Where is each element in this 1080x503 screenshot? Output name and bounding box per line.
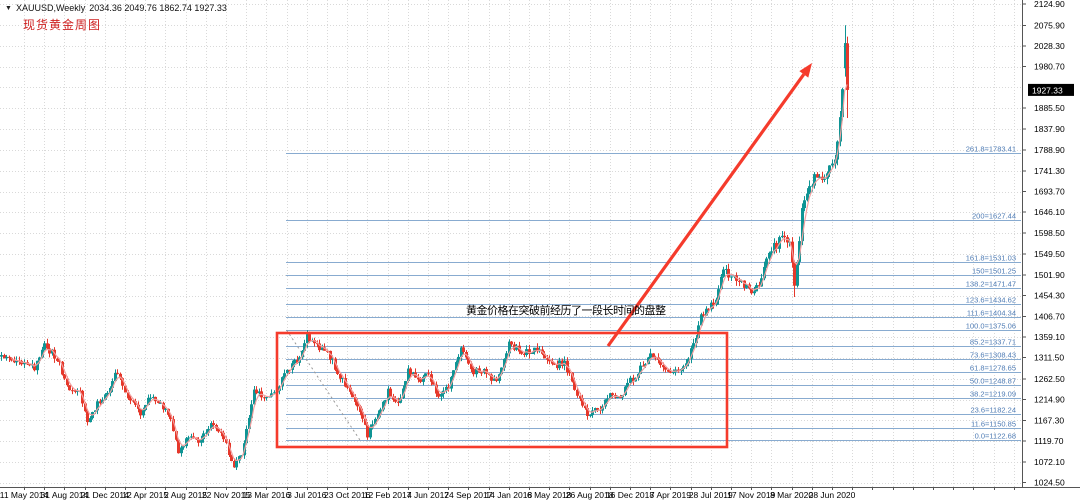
svg-text:1072.10: 1072.10 [1034, 457, 1065, 467]
svg-text:1024.50: 1024.50 [1034, 478, 1065, 488]
svg-text:85.2=1337.71: 85.2=1337.71 [970, 338, 1016, 347]
chart-watermark-label: 现货黄金周图 [23, 18, 102, 32]
svg-text:23.6=1182.24: 23.6=1182.24 [970, 406, 1016, 415]
svg-text:17 Nov 2019: 17 Nov 2019 [727, 490, 775, 500]
svg-text:2124.90: 2124.90 [1034, 0, 1065, 9]
svg-text:1980.70: 1980.70 [1034, 62, 1065, 72]
svg-text:6 May 2018: 6 May 2018 [527, 490, 572, 500]
svg-text:73.6=1308.43: 73.6=1308.43 [970, 351, 1016, 360]
svg-text:16 Dec 2018: 16 Dec 2018 [606, 490, 654, 500]
svg-text:138.2=1471.47: 138.2=1471.47 [966, 280, 1016, 289]
svg-text:8 Mar 2020: 8 Mar 2020 [770, 490, 813, 500]
svg-text:12 Feb 2017: 12 Feb 2017 [364, 490, 412, 500]
svg-text:1262.50: 1262.50 [1034, 374, 1065, 384]
svg-text:31 Aug 2014: 31 Aug 2014 [41, 490, 89, 500]
svg-text:14 Jan 2018: 14 Jan 2018 [485, 490, 532, 500]
svg-text:1598.50: 1598.50 [1034, 228, 1065, 238]
svg-text:1549.50: 1549.50 [1034, 249, 1065, 259]
svg-text:261.8=1783.41: 261.8=1783.41 [966, 145, 1016, 154]
svg-text:2 Aug 2015: 2 Aug 2015 [164, 490, 207, 500]
svg-text:3 Jul 2016: 3 Jul 2016 [287, 490, 326, 500]
svg-text:28 Jun 2020: 28 Jun 2020 [809, 490, 856, 500]
svg-text:11.6=1150.85: 11.6=1150.85 [971, 420, 1016, 429]
svg-text:11 May 2014: 11 May 2014 [0, 490, 49, 500]
svg-text:28 Jul 2019: 28 Jul 2019 [689, 490, 733, 500]
consolidation-annotation-text: 黄金价格在突破前经历了一段长时间的盘整 [466, 305, 666, 317]
svg-text:1214.90: 1214.90 [1034, 395, 1065, 405]
svg-text:7 Apr 2019: 7 Apr 2019 [650, 490, 691, 500]
svg-text:1646.10: 1646.10 [1034, 207, 1065, 217]
svg-text:123.6=1434.62: 123.6=1434.62 [966, 296, 1016, 305]
svg-text:0.0=1122.68: 0.0=1122.68 [975, 432, 1016, 441]
svg-text:13 Mar 2016: 13 Mar 2016 [243, 490, 291, 500]
chart-title: ▼ XAUUSD,Weekly 2034.36 2049.76 1862.74 … [5, 3, 227, 13]
svg-text:23 Oct 2016: 23 Oct 2016 [324, 490, 371, 500]
svg-text:1311.50: 1311.50 [1034, 353, 1064, 363]
svg-text:26 Aug 2018: 26 Aug 2018 [566, 490, 614, 500]
svg-text:2028.30: 2028.30 [1034, 41, 1065, 51]
ohlc-values: 2034.36 2049.76 1862.74 1927.33 [89, 3, 227, 13]
svg-text:161.8=1531.03: 161.8=1531.03 [966, 254, 1016, 263]
svg-text:22 Nov 2015: 22 Nov 2015 [202, 490, 250, 500]
svg-text:1927.33: 1927.33 [1032, 85, 1063, 95]
svg-text:1885.50: 1885.50 [1034, 103, 1065, 113]
svg-text:21 Dec 2014: 21 Dec 2014 [81, 490, 129, 500]
svg-text:1359.10: 1359.10 [1034, 332, 1065, 342]
svg-text:1788.90: 1788.90 [1034, 145, 1065, 155]
svg-text:1693.70: 1693.70 [1034, 187, 1065, 197]
svg-text:1837.90: 1837.90 [1034, 124, 1065, 134]
svg-text:50.0=1248.87: 50.0=1248.87 [970, 377, 1016, 386]
symbol-period-label: XAUUSD,Weekly [15, 3, 86, 13]
svg-text:1119.70: 1119.70 [1034, 436, 1064, 446]
svg-text:1454.30: 1454.30 [1034, 291, 1065, 301]
svg-text:1501.90: 1501.90 [1034, 270, 1065, 280]
svg-text:2075.90: 2075.90 [1034, 20, 1065, 30]
svg-text:1167.30: 1167.30 [1034, 415, 1064, 425]
svg-text:12 Apr 2015: 12 Apr 2015 [122, 490, 168, 500]
svg-text:200=1627.44: 200=1627.44 [972, 212, 1016, 221]
chart-menu-dropdown-icon[interactable]: ▼ [5, 4, 12, 12]
svg-text:4 Jun 2017: 4 Jun 2017 [407, 490, 449, 500]
svg-text:38.2=1219.09: 38.2=1219.09 [970, 390, 1016, 399]
svg-text:150=1501.25: 150=1501.25 [972, 267, 1016, 276]
svg-text:100.0=1375.06: 100.0=1375.06 [966, 322, 1016, 331]
svg-text:61.8=1278.65: 61.8=1278.65 [970, 364, 1016, 373]
svg-text:111.6=1404.34: 111.6=1404.34 [967, 309, 1016, 318]
svg-text:1741.30: 1741.30 [1034, 166, 1065, 176]
svg-text:1406.70: 1406.70 [1034, 311, 1065, 321]
svg-text:24 Sep 2017: 24 Sep 2017 [444, 490, 492, 500]
